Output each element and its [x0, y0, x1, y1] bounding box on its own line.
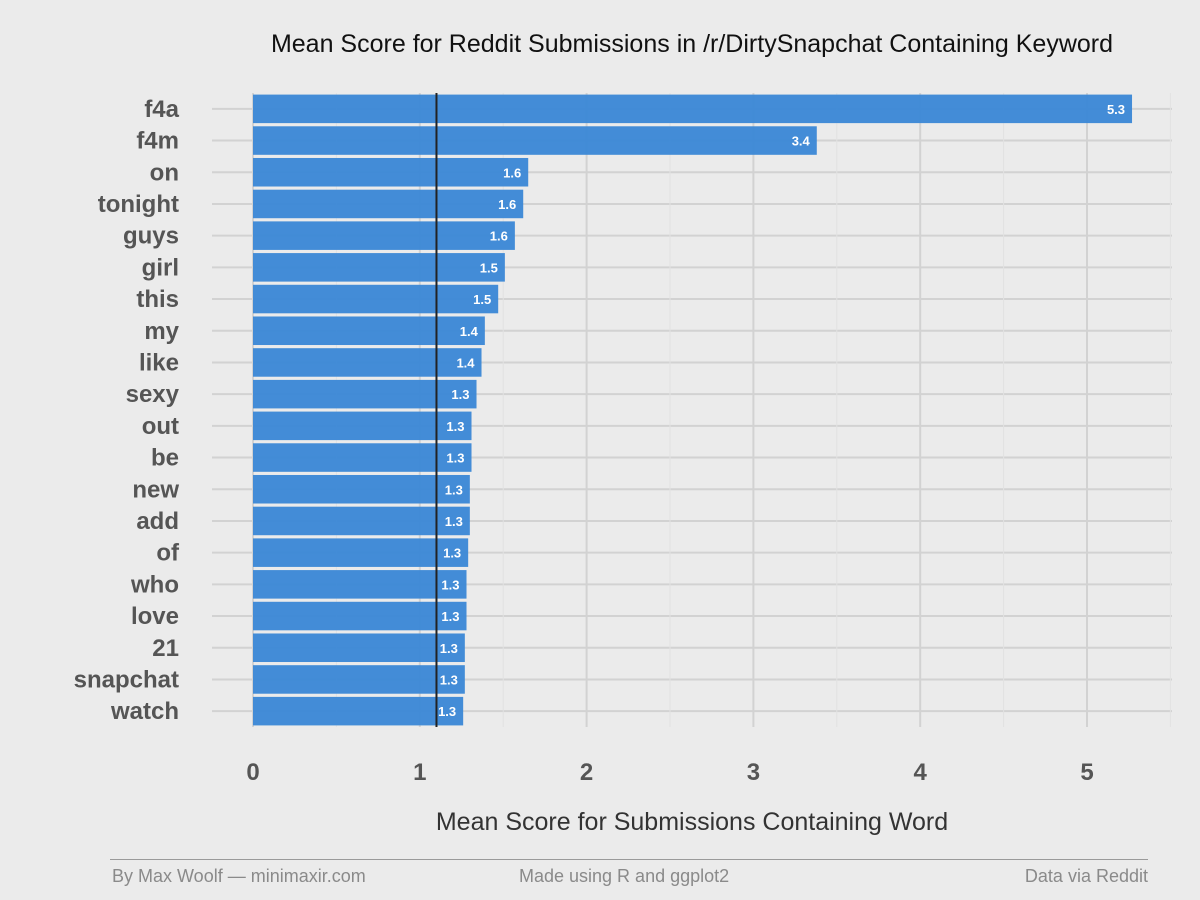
x-tick-label: 4 — [914, 759, 928, 786]
value-label: 1.5 — [480, 260, 498, 275]
bar-guys — [253, 221, 515, 250]
footer-credit: By Max Woolf — minimaxir.com — [112, 866, 366, 886]
y-tick-label: who — [130, 571, 179, 598]
bar-21 — [253, 633, 465, 663]
x-tick-label: 5 — [1080, 759, 1093, 786]
value-label: 1.3 — [451, 387, 469, 402]
y-tick-label: out — [142, 413, 179, 440]
y-tick-label: add — [136, 508, 179, 535]
y-tick-label: of — [156, 540, 180, 567]
y-tick-label: love — [131, 603, 179, 630]
value-label: 1.3 — [438, 704, 456, 719]
y-tick-label: 21 — [152, 635, 179, 662]
footer-tool-note: Made using R and ggplot2 — [519, 866, 730, 886]
bar-add — [253, 506, 470, 536]
y-tick-label: girl — [142, 254, 179, 281]
y-tick-label: tonight — [98, 191, 179, 218]
value-label: 1.6 — [503, 165, 521, 180]
x-tick-label: 2 — [580, 759, 593, 786]
y-tick-label: snapchat — [74, 666, 179, 693]
bar-be — [253, 443, 472, 472]
value-label: 1.5 — [473, 292, 491, 307]
value-label: 1.3 — [443, 546, 461, 561]
y-tick-label: like — [139, 349, 179, 376]
grid-lines — [212, 93, 1172, 727]
bar-girl — [253, 253, 505, 282]
bar-f4m — [253, 126, 817, 155]
value-label: 1.3 — [446, 419, 464, 434]
x-axis-tick-labels: 0 1 2 3 4 5 — [246, 759, 1093, 786]
value-label: 1.3 — [441, 609, 459, 624]
x-axis-title: Mean Score for Submissions Containing Wo… — [436, 808, 948, 836]
value-label: 1.3 — [445, 482, 463, 497]
value-label: 5.3 — [1107, 102, 1125, 117]
value-label: 1.3 — [440, 672, 458, 687]
value-label: 3.4 — [792, 134, 811, 149]
y-axis-tick-labels: f4a f4m on tonight guys girl this my like sexy out… — [74, 96, 180, 725]
y-tick-label: sexy — [126, 381, 180, 408]
y-tick-label: guys — [123, 223, 179, 250]
bar-snapchat — [253, 665, 465, 694]
bar-sexy — [253, 379, 477, 409]
y-tick-label: my — [144, 318, 179, 345]
value-label: 1.3 — [441, 577, 459, 592]
y-tick-label: this — [136, 286, 179, 313]
x-tick-label: 3 — [747, 759, 760, 786]
value-label: 1.3 — [440, 641, 458, 656]
footer-divider — [110, 859, 1148, 860]
x-tick-label: 0 — [246, 759, 259, 786]
bar-watch — [253, 696, 464, 726]
bar-my — [253, 316, 485, 346]
y-tick-label: be — [151, 445, 179, 472]
y-tick-label: f4a — [144, 96, 179, 123]
x-tick-label: 1 — [413, 759, 426, 786]
value-labels: 5.3 3.4 1.6 1.6 1.6 1.5 1.5 1.4 1.4 1.3 1.3 1.3 1.3 1… — [438, 102, 1125, 719]
value-label: 1.3 — [445, 514, 463, 529]
bar-like — [253, 348, 482, 377]
footer-source: Data via Reddit — [1024, 866, 1148, 886]
y-tick-label: on — [150, 159, 179, 186]
bar-this — [253, 284, 499, 314]
bar-on — [253, 157, 529, 187]
bar-who — [253, 570, 467, 599]
y-tick-label: f4m — [136, 128, 179, 155]
bar-tonight — [253, 189, 524, 219]
value-label: 1.4 — [460, 324, 479, 339]
bar-f4a — [253, 94, 1133, 124]
bars — [253, 94, 1133, 726]
value-label: 1.4 — [456, 355, 475, 370]
value-label: 1.3 — [446, 451, 464, 466]
bar-out — [253, 411, 472, 441]
y-tick-label: new — [132, 476, 179, 503]
y-tick-label: watch — [110, 698, 179, 725]
bar-love — [253, 601, 467, 631]
chart-title: Mean Score for Reddit Submissions in /r/… — [271, 30, 1113, 58]
bar-of — [253, 538, 469, 567]
bar-new — [253, 474, 470, 504]
value-label: 1.6 — [490, 229, 508, 244]
value-label: 1.6 — [498, 197, 516, 212]
